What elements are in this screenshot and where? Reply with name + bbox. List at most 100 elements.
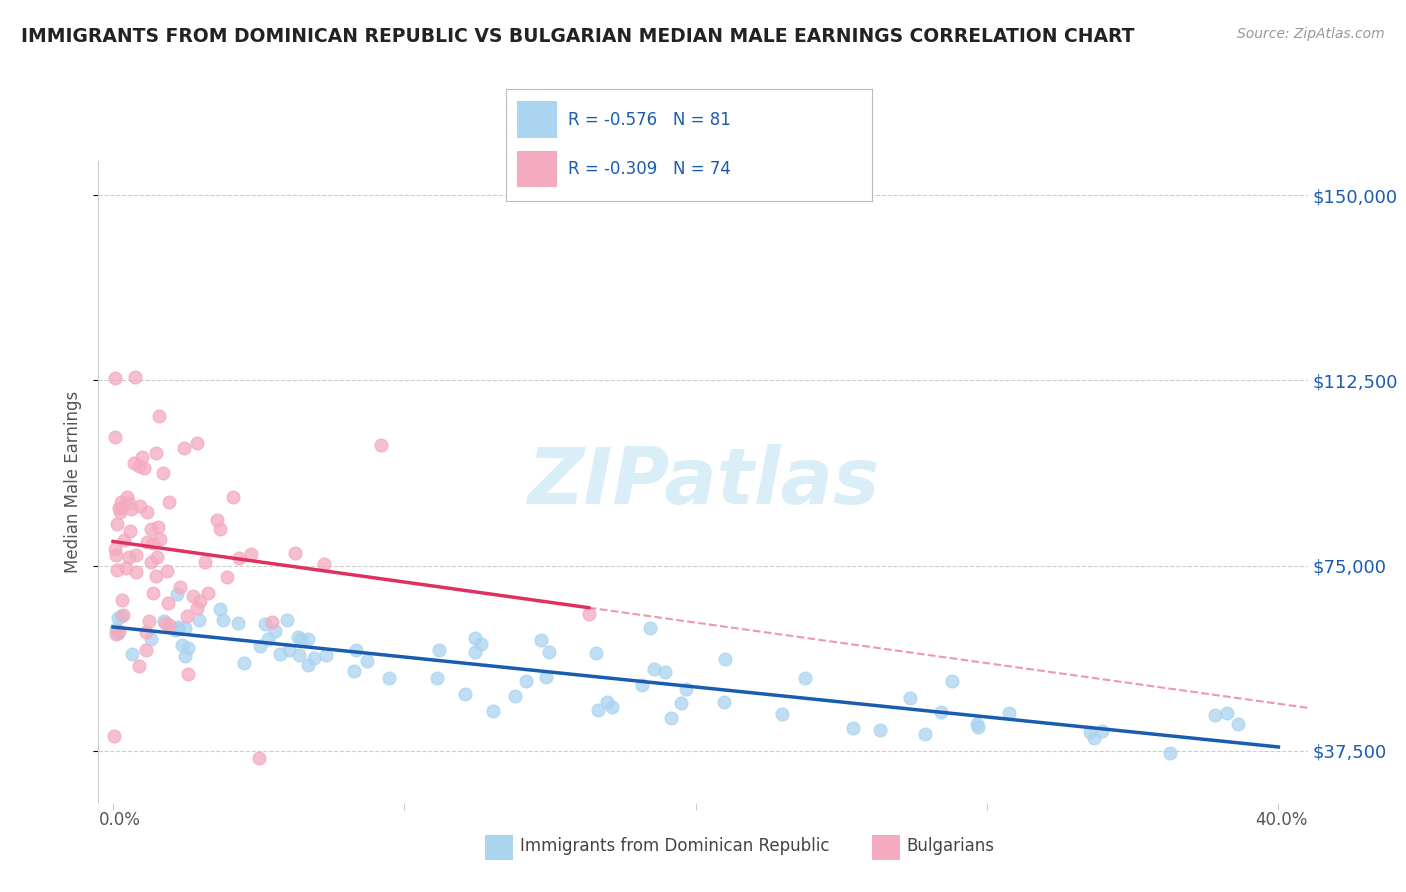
Point (166, 622, 188, 636)
Point (228, 550, 250, 565)
Point (941, 673, 963, 688)
Point (470, 637, 492, 651)
Point (482, 704, 505, 718)
Point (654, 665, 676, 679)
Point (297, 657, 319, 672)
Point (770, 706, 793, 721)
Point (149, 532, 172, 546)
Point (172, 639, 194, 653)
Point (929, 705, 952, 719)
Point (898, 690, 921, 705)
Point (110, 505, 132, 519)
Point (578, 607, 600, 622)
Point (124, 369, 146, 384)
Point (174, 648, 197, 663)
Point (188, 613, 211, 627)
Point (131, 450, 153, 464)
Point (139, 632, 162, 647)
Point (1083, 731, 1105, 745)
Point (108, 500, 131, 515)
Point (356, 654, 378, 668)
Point (105, 563, 128, 577)
Point (426, 671, 449, 685)
Point (107, 611, 129, 625)
Point (209, 523, 232, 537)
FancyBboxPatch shape (517, 151, 557, 187)
Point (104, 371, 127, 385)
Point (537, 645, 560, 659)
Point (314, 558, 336, 572)
Point (105, 627, 128, 641)
Point (427, 642, 450, 657)
Point (966, 717, 988, 731)
Point (233, 656, 256, 670)
Point (675, 682, 697, 697)
Text: Immigrants from Dominican Republic: Immigrants from Dominican Republic (520, 837, 830, 855)
Point (142, 586, 165, 600)
Point (226, 616, 249, 631)
Point (454, 687, 477, 701)
Point (503, 689, 526, 703)
Point (103, 730, 125, 744)
Point (142, 536, 165, 550)
Point (239, 547, 262, 561)
Point (173, 442, 195, 456)
Point (139, 555, 162, 569)
FancyBboxPatch shape (517, 102, 557, 138)
Point (145, 569, 167, 583)
Point (104, 541, 127, 556)
Point (156, 596, 179, 610)
Point (166, 587, 188, 601)
Point (153, 616, 176, 631)
Bar (872, 835, 900, 860)
Text: R = -0.309   N = 74: R = -0.309 N = 74 (568, 160, 731, 178)
Point (464, 645, 486, 659)
Point (269, 647, 291, 661)
Point (135, 505, 157, 519)
Point (120, 524, 142, 538)
Point (638, 621, 661, 635)
Point (643, 661, 665, 675)
Point (515, 673, 537, 688)
Point (208, 602, 231, 616)
Point (264, 624, 287, 638)
Point (262, 615, 284, 629)
Text: Source: ZipAtlas.com: Source: ZipAtlas.com (1237, 27, 1385, 41)
Point (128, 458, 150, 473)
Point (1078, 725, 1101, 739)
Point (128, 659, 150, 673)
Point (586, 703, 609, 717)
Point (135, 643, 157, 657)
Point (125, 548, 148, 562)
Point (165, 624, 187, 638)
Point (146, 520, 169, 534)
Point (146, 550, 169, 565)
Point (111, 593, 134, 607)
Point (176, 609, 198, 624)
Point (343, 665, 366, 679)
Point (530, 632, 553, 647)
Point (631, 677, 654, 691)
Point (188, 594, 211, 608)
Point (1091, 723, 1114, 738)
Point (110, 500, 132, 515)
Point (585, 646, 607, 660)
Point (107, 626, 129, 640)
Point (1215, 706, 1237, 720)
Point (112, 533, 135, 547)
Point (869, 723, 891, 738)
Point (842, 722, 865, 736)
Point (344, 642, 367, 657)
Point (104, 430, 127, 444)
Point (108, 624, 131, 638)
Point (998, 706, 1021, 721)
Point (110, 609, 132, 624)
Point (253, 616, 276, 631)
Point (177, 641, 200, 656)
Text: 40.0%: 40.0% (1256, 811, 1308, 829)
Point (152, 466, 174, 480)
Point (600, 700, 623, 714)
Point (112, 607, 135, 622)
Point (135, 624, 157, 639)
Point (186, 435, 208, 450)
